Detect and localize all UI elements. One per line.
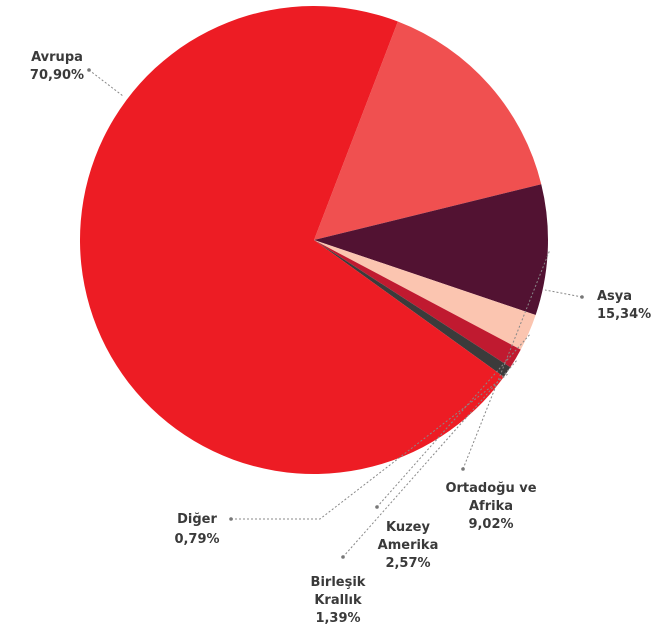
category-label-asya: Asya (597, 289, 632, 304)
category-label-ortadogu-ve-afrika: Afrika (469, 499, 513, 514)
leader-line-diger (231, 372, 510, 520)
value-label-avrupa: 70,90% (30, 68, 84, 83)
value-label-birlesik-krallik: 1,39% (315, 611, 360, 626)
pie-slice-diger (314, 240, 511, 377)
leader-dot-kuzey-amerika (375, 505, 379, 509)
leader-dot-avrupa (87, 68, 91, 72)
leader-dot-asya (580, 295, 584, 299)
slice-labels: Asya 15,34% Ortadoğu ve Afrika 9,02% Kuzey Ame… (30, 50, 651, 626)
value-label-kuzey-amerika: 2,57% (385, 556, 430, 571)
leader-dot-diger (229, 517, 233, 521)
leader-dot-ortadogu-ve-afrika (461, 467, 465, 471)
category-label-kuzey-amerika: Kuzey (386, 520, 430, 535)
pie-slices (79, 5, 548, 474)
leader-line-avrupa (88, 69, 124, 97)
leader-line-asya (544, 289, 583, 298)
value-label-asya: 15,34% (597, 307, 651, 322)
category-label-birlesik-krallik: Birleşik (311, 575, 366, 590)
leader-dot-birlesik-krallik (341, 555, 345, 559)
category-label-diger: Diğer (177, 512, 217, 527)
leader-lines (87, 68, 584, 559)
pie-slice-avrupa (79, 5, 504, 474)
category-label-birlesik-krallik: Krallık (314, 593, 362, 608)
category-label-ortadogu-ve-afrika: Ortadoğu ve (445, 481, 536, 496)
leader-line-kuzey-amerika (376, 333, 532, 508)
pie-slice-asya (314, 21, 542, 240)
pie-slice-birlesik-krallik (314, 240, 521, 368)
value-label-ortadogu-ve-afrika: 9,02% (468, 517, 513, 532)
value-label-diger: 0,79% (174, 532, 219, 547)
category-label-kuzey-amerika: Amerika (378, 538, 439, 553)
pie-slice-kuzey-amerika (314, 240, 536, 350)
category-label-avrupa: Avrupa (31, 50, 83, 65)
pie-slice-ortadogu-ve-afrika (314, 184, 548, 315)
leader-line-ortadogu-ve-afrika (462, 249, 551, 470)
